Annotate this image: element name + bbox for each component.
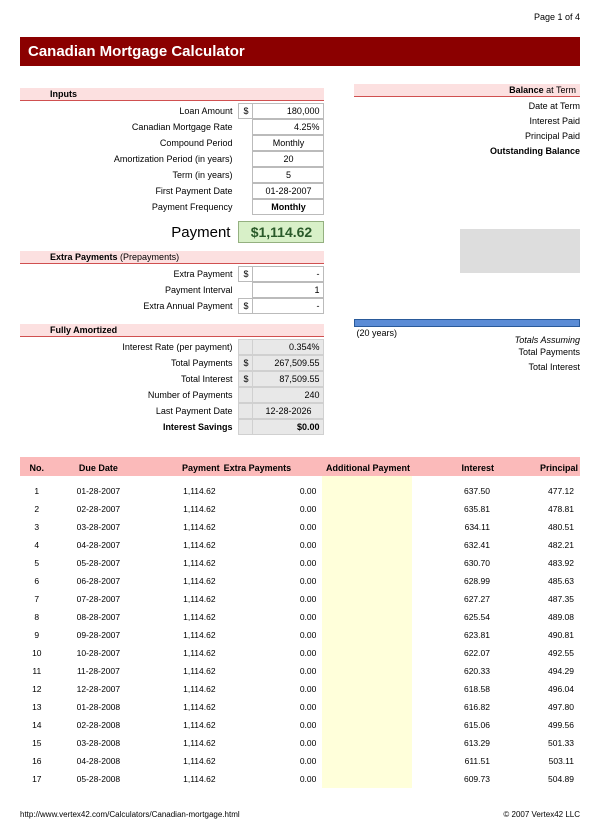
totpay-value: 267,509.55 <box>252 355 324 371</box>
table-row: 404-28-20071,114.620.00632.41482.21 <box>20 536 580 554</box>
page-number: Page 1 of 4 <box>20 12 580 22</box>
table-row: 1402-28-20081,114.620.00615.06499.56 <box>20 716 580 734</box>
table-row: 707-28-20071,114.620.00627.27487.35 <box>20 590 580 608</box>
currency-symbol: $ <box>238 298 252 314</box>
table-row: 202-28-20071,114.620.00635.81478.81 <box>20 500 580 518</box>
balance-heading: Balance at Term <box>354 84 580 97</box>
page-title: Canadian Mortgage Calculator <box>20 37 580 66</box>
savings-label: Interest Savings <box>20 419 238 435</box>
inputs-heading: Inputs <box>20 88 324 101</box>
years-note: (20 years) <box>356 328 397 338</box>
table-row: 1503-28-20081,114.620.00613.29501.33 <box>20 734 580 752</box>
term-input[interactable]: 5 <box>252 167 324 183</box>
blue-bar <box>354 319 580 327</box>
totpay-label: Total Payments <box>20 355 238 371</box>
col-principal: Principal <box>496 457 580 476</box>
compound-label: Compound Period <box>20 135 238 151</box>
savings-value: $0.00 <box>252 419 324 435</box>
totint-value: 87,509.55 <box>252 371 324 387</box>
table-row: 303-28-20071,114.620.00634.11480.51 <box>20 518 580 536</box>
term-label: Term (in years) <box>20 167 238 183</box>
col-due: Due Date <box>54 457 144 476</box>
col-interest: Interest <box>412 457 496 476</box>
interest-paid-label: Interest Paid <box>354 114 580 129</box>
interval-input[interactable]: 1 <box>252 282 324 298</box>
totals-pay-label: Total Payments <box>354 345 580 360</box>
table-row: 1010-28-20071,114.620.00622.07492.55 <box>20 644 580 662</box>
loan-amount-input[interactable]: 180,000 <box>252 103 324 119</box>
numpay-label: Number of Payments <box>20 387 238 403</box>
col-payment: Payment <box>143 457 221 476</box>
table-row: 1212-28-20071,114.620.00618.58496.04 <box>20 680 580 698</box>
totals-int-label: Total Interest <box>354 360 580 375</box>
extra-pay-label: Extra Payment <box>20 266 238 282</box>
numpay-value: 240 <box>252 387 324 403</box>
outstanding-label: Outstanding Balance <box>354 144 580 159</box>
interval-label: Payment Interval <box>20 282 238 298</box>
currency-symbol: $ <box>238 355 252 371</box>
col-no: No. <box>20 457 54 476</box>
extra-heading: Extra Payments (Prepayments) <box>20 251 324 264</box>
table-row: 808-28-20071,114.620.00625.54489.08 <box>20 608 580 626</box>
date-at-term-label: Date at Term <box>354 99 580 114</box>
col-extra: Extra Payments <box>222 457 323 476</box>
currency-symbol: $ <box>238 266 252 282</box>
totint-label: Total Interest <box>20 371 238 387</box>
principal-paid-label: Principal Paid <box>354 129 580 144</box>
amort-input[interactable]: 20 <box>252 151 324 167</box>
irate-value: 0.354% <box>252 339 324 355</box>
compound-input[interactable]: Monthly <box>252 135 324 151</box>
lastdate-value: 12-28-2026 <box>252 403 324 419</box>
annual-label: Extra Annual Payment <box>20 298 238 314</box>
first-date-input[interactable]: 01-28-2007 <box>252 183 324 199</box>
table-row: 505-28-20071,114.620.00630.70483.92 <box>20 554 580 572</box>
lastdate-label: Last Payment Date <box>20 403 238 419</box>
currency-symbol: $ <box>238 103 252 119</box>
irate-label: Interest Rate (per payment) <box>20 339 238 355</box>
freq-input[interactable]: Monthly <box>252 199 324 215</box>
footer-copyright: © 2007 Vertex42 LLC <box>503 810 580 819</box>
col-additional: Additional Payment <box>322 457 412 476</box>
table-row: 1301-28-20081,114.620.00616.82497.80 <box>20 698 580 716</box>
schedule-table: No. Due Date Payment Extra Payments Addi… <box>20 457 580 788</box>
table-row: 1111-28-20071,114.620.00620.33494.29 <box>20 662 580 680</box>
table-row: 606-28-20071,114.620.00628.99485.63 <box>20 572 580 590</box>
amortized-heading: Fully Amortized <box>20 324 324 337</box>
payment-label: Payment <box>20 224 238 241</box>
freq-label: Payment Frequency <box>20 199 238 215</box>
table-row: 1705-28-20081,114.620.00609.73504.89 <box>20 770 580 788</box>
extra-pay-input[interactable]: - <box>252 266 324 282</box>
rate-label: Canadian Mortgage Rate <box>20 119 238 135</box>
payment-value: $1,114.62 <box>238 221 324 243</box>
amort-label: Amortization Period (in years) <box>20 151 238 167</box>
loan-amount-label: Loan Amount <box>20 103 238 119</box>
table-row: 1604-28-20081,114.620.00611.51503.11 <box>20 752 580 770</box>
annual-input[interactable]: - <box>252 298 324 314</box>
currency-symbol: $ <box>238 371 252 387</box>
grey-placeholder <box>460 229 580 273</box>
rate-input[interactable]: 4.25% <box>252 119 324 135</box>
footer-url: http://www.vertex42.com/Calculators/Cana… <box>20 810 240 819</box>
first-date-label: First Payment Date <box>20 183 238 199</box>
table-row: 909-28-20071,114.620.00623.81490.81 <box>20 626 580 644</box>
table-row: 101-28-20071,114.620.00637.50477.12 <box>20 476 580 500</box>
